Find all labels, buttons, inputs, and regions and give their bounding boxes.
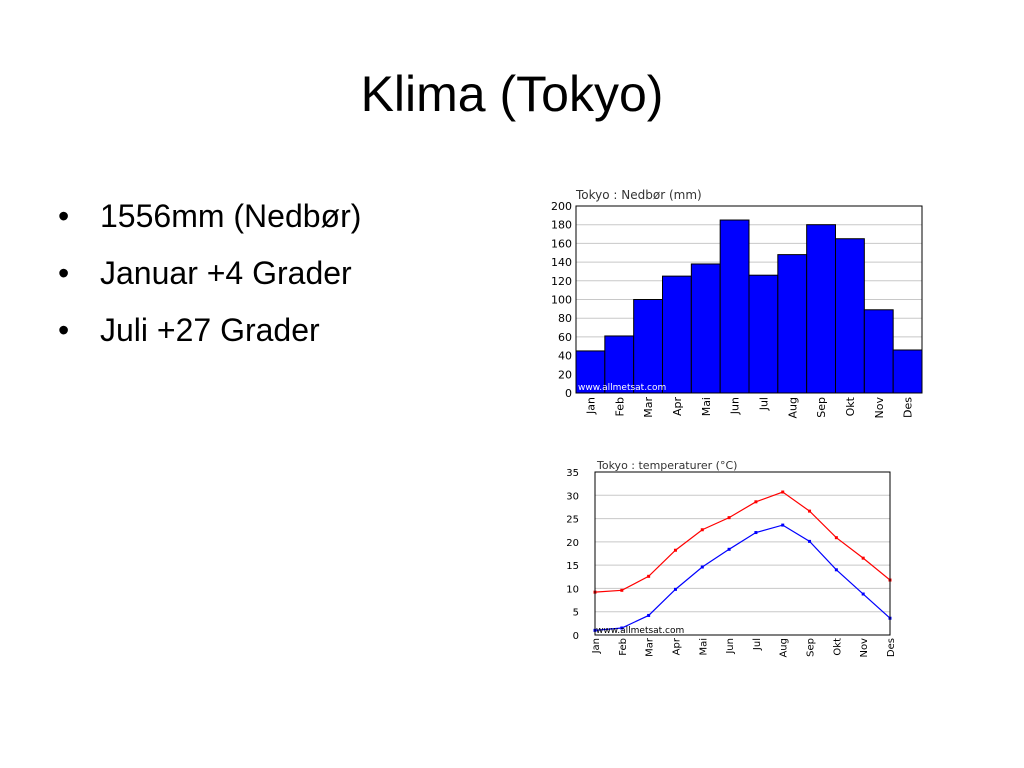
x-tick-label: Nov [873,397,886,419]
bullet-text: Januar +4 Grader [100,255,352,291]
y-tick-label: 0 [565,387,572,400]
series-point [727,516,731,520]
series-point [861,556,865,560]
x-tick-label: Sep [806,638,817,657]
x-tick-label: Jan [584,397,597,415]
bullet-dot: • [58,255,70,291]
precipitation-chart: Tokyo : Nedbør (mm) 0 20 40 60 80 100 120 140 160… [551,188,923,419]
y-tick-label: 15 [566,561,579,572]
chart-title: Tokyo : temperaturer (°C) [596,459,737,472]
x-tick-label: Jan [591,638,602,654]
bullet-list: • 1556mm (Nedbør) • Januar +4 Grader • Juli… [58,188,361,359]
x-tick-label: Apr [671,637,682,655]
series-point [620,588,624,592]
x-tick-label: Jul [757,397,770,411]
series-point [620,626,624,630]
y-tick-label: 200 [551,200,572,213]
series-point [700,565,704,569]
bar-aug [777,254,808,394]
bar-des [892,349,923,394]
x-tick-label: Okt [832,638,843,656]
bar-mai [690,263,721,394]
series-point [673,587,677,591]
x-tick-label: Feb [618,638,629,656]
y-tick-label: 80 [558,312,572,325]
y-tick-label: 40 [558,350,572,363]
series-point [754,531,758,535]
series-point [647,613,651,617]
series-line-1 [594,524,891,631]
series-point [781,490,785,494]
y-tick-label: 5 [573,608,579,619]
x-tick-label: Mai [700,397,713,416]
series-line-0 [594,491,891,593]
series-point [861,592,865,596]
x-tick-label: Des [902,397,915,418]
bar-apr [662,275,692,394]
y-tick-label: 180 [551,219,572,232]
bar-sep [806,224,836,394]
series-point [808,539,812,543]
chart-title: Tokyo : Nedbør (mm) [575,188,702,202]
y-tick-label: 140 [551,256,572,269]
bar-mar [633,299,663,394]
y-tick-label: 20 [566,538,579,549]
slide-title: Klima (Tokyo) [360,66,664,122]
y-tick-label: 100 [551,294,572,307]
series-point [834,536,838,540]
y-tick-label: 25 [566,515,579,526]
bullet-item: • Juli +27 Grader [58,302,361,359]
x-tick-label: Apr [671,397,684,417]
x-tick-label: Sep [815,397,828,418]
x-tick-label: Aug [779,638,790,658]
bar-jun [719,219,750,394]
bullet-dot: • [58,198,70,234]
bullet-item: • Januar +4 Grader [58,245,361,302]
y-tick-label: 120 [551,275,572,288]
bullet-text: 1556mm (Nedbør) [100,198,362,234]
bar-okt [835,238,865,394]
y-tick-label: 30 [566,491,579,502]
plot-border [575,205,923,394]
y-tick-label: 160 [551,237,572,250]
y-tick-label: 20 [558,368,572,381]
y-tick-label: 35 [566,468,579,479]
bullet-text: Juli +27 Grader [100,312,320,348]
plot-area [595,472,890,635]
x-tick-label: Mar [642,397,655,418]
x-tick-label: Nov [859,638,870,658]
series-point [647,574,651,578]
temperature-chart: Tokyo : temperaturer (°C) 0 5 10 15 20 25 30 35 w… [566,459,897,658]
x-tick-label: Okt [844,396,857,416]
watermark: www.allmetsat.com [596,626,684,636]
x-tick-label: Mar [645,637,656,657]
series-point [673,548,677,552]
series-point [808,509,812,513]
x-tick-label: Jul [752,638,763,651]
series-point [727,547,731,551]
series-point [700,528,704,532]
bar-nov [863,309,894,394]
plot-border [594,471,891,636]
x-tick-label: Aug [786,397,799,418]
x-tick-label: Feb [613,397,626,416]
bullet-item: • 1556mm (Nedbør) [58,188,361,245]
y-tick-label: 0 [573,631,579,642]
x-tick-label: Mai [698,638,709,656]
y-tick-label: 10 [566,584,579,595]
bar-jul [748,274,779,394]
series-point [754,500,758,504]
x-tick-label: Des [886,638,897,657]
series-point [834,568,838,572]
x-tick-label: Jun [725,638,736,655]
watermark: www.allmetsat.com [578,383,666,393]
y-tick-label: 60 [558,331,572,344]
series-point [781,523,785,527]
x-tick-label: Jun [729,397,742,415]
bullet-dot: • [58,312,70,348]
